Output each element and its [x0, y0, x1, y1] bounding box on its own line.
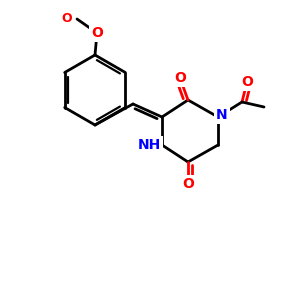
Text: O: O	[182, 177, 194, 191]
Text: O: O	[91, 26, 103, 40]
Text: O: O	[174, 71, 186, 85]
Text: O: O	[241, 75, 253, 89]
Text: NH: NH	[137, 138, 160, 152]
Text: N: N	[216, 108, 228, 122]
Text: O: O	[62, 13, 72, 26]
